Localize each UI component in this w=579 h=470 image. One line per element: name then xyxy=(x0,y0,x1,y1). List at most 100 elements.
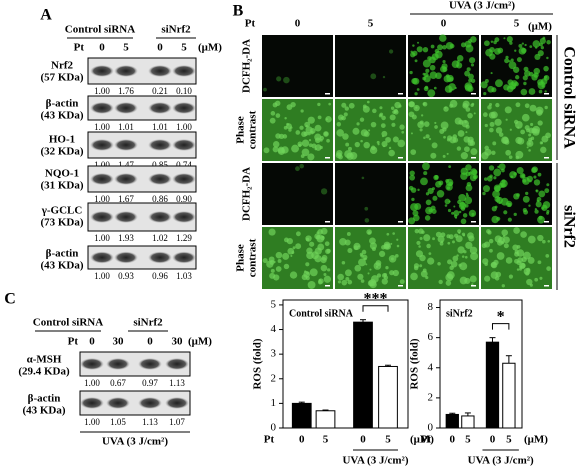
cell xyxy=(421,230,425,234)
protein-size: (43 KDa) xyxy=(22,405,65,417)
cell xyxy=(508,155,513,159)
cell xyxy=(342,133,349,140)
cell xyxy=(417,41,420,44)
quant-value: 1.00 xyxy=(94,160,110,170)
cell xyxy=(281,146,289,154)
cell xyxy=(506,85,514,93)
cell xyxy=(515,75,520,80)
cell xyxy=(318,278,322,282)
cell xyxy=(463,136,470,143)
cell xyxy=(341,279,348,286)
cell xyxy=(372,108,377,114)
cell xyxy=(325,248,331,255)
cell xyxy=(423,171,428,176)
bar xyxy=(502,362,516,429)
quant-value: 1.00 xyxy=(94,122,110,132)
cell xyxy=(445,41,454,50)
cell xyxy=(277,259,282,263)
cell xyxy=(471,102,475,106)
cell xyxy=(390,106,395,110)
chart-title: siNrf2 xyxy=(446,308,473,319)
protein-size: (32 KDa) xyxy=(40,146,83,158)
y-tick-label: 2 xyxy=(428,391,434,403)
cell xyxy=(311,143,317,149)
cell xyxy=(417,121,425,129)
cell xyxy=(309,268,318,277)
cell xyxy=(534,53,541,60)
cell xyxy=(365,263,368,266)
cell xyxy=(445,178,454,187)
cell xyxy=(534,46,538,49)
blot-band xyxy=(114,65,138,77)
cell xyxy=(540,141,543,144)
cell xyxy=(419,254,426,262)
cell xyxy=(465,124,470,129)
cell xyxy=(453,205,456,208)
cell xyxy=(492,190,500,198)
cell xyxy=(535,201,542,208)
cell xyxy=(466,67,471,72)
lane-label: 30 xyxy=(113,336,125,348)
cell xyxy=(353,242,361,250)
cell xyxy=(446,234,451,239)
cell xyxy=(320,256,327,264)
blot-band xyxy=(172,251,196,264)
cell xyxy=(394,101,401,109)
blot-band xyxy=(138,397,162,409)
cell xyxy=(523,268,531,275)
cell xyxy=(286,123,292,130)
cell xyxy=(537,215,545,224)
cell xyxy=(357,273,364,280)
cell xyxy=(522,195,530,203)
cell xyxy=(526,175,533,182)
cell xyxy=(453,210,460,217)
cell xyxy=(416,88,420,91)
cell xyxy=(336,129,344,137)
cell xyxy=(484,79,489,83)
y-tick-label: 0 xyxy=(271,422,277,434)
micrograph xyxy=(335,35,406,97)
quant-value: 1.00 xyxy=(94,194,110,204)
lane-label: 5 xyxy=(368,18,374,30)
cell xyxy=(482,112,488,118)
cell xyxy=(540,46,544,50)
cell xyxy=(298,143,302,148)
cell xyxy=(482,185,490,193)
cell xyxy=(446,186,451,190)
scale-bar xyxy=(398,285,403,287)
cell xyxy=(451,211,454,215)
cell xyxy=(468,235,475,242)
blot-band xyxy=(148,65,172,77)
cell xyxy=(487,85,495,93)
cell xyxy=(393,109,399,115)
panel-label: A xyxy=(40,7,52,24)
cell xyxy=(361,249,367,255)
cell xyxy=(468,57,476,64)
cell xyxy=(435,72,442,80)
scale-bar xyxy=(471,157,476,159)
cell xyxy=(380,123,386,128)
cell xyxy=(435,181,442,188)
cell xyxy=(370,121,377,128)
significance-bracket xyxy=(362,305,389,312)
cell xyxy=(399,124,405,130)
quant-value: 1.13 xyxy=(169,378,185,388)
micrograph xyxy=(335,163,406,225)
cell xyxy=(326,138,330,143)
cell xyxy=(422,101,428,107)
cell xyxy=(494,37,500,43)
cell xyxy=(390,242,393,245)
x-tick-label: 0 xyxy=(360,434,366,446)
cell xyxy=(469,275,477,283)
quant-value: 1.05 xyxy=(110,417,126,427)
cell xyxy=(369,237,376,245)
cell xyxy=(457,130,465,137)
cell xyxy=(410,149,417,155)
y-tick-label: 4 xyxy=(271,323,277,335)
x-unit: (μM) xyxy=(410,434,434,446)
quant-value: 0.97 xyxy=(142,378,158,388)
cell xyxy=(399,279,405,285)
cell xyxy=(423,136,426,139)
cell xyxy=(420,114,424,117)
cell xyxy=(412,44,415,47)
